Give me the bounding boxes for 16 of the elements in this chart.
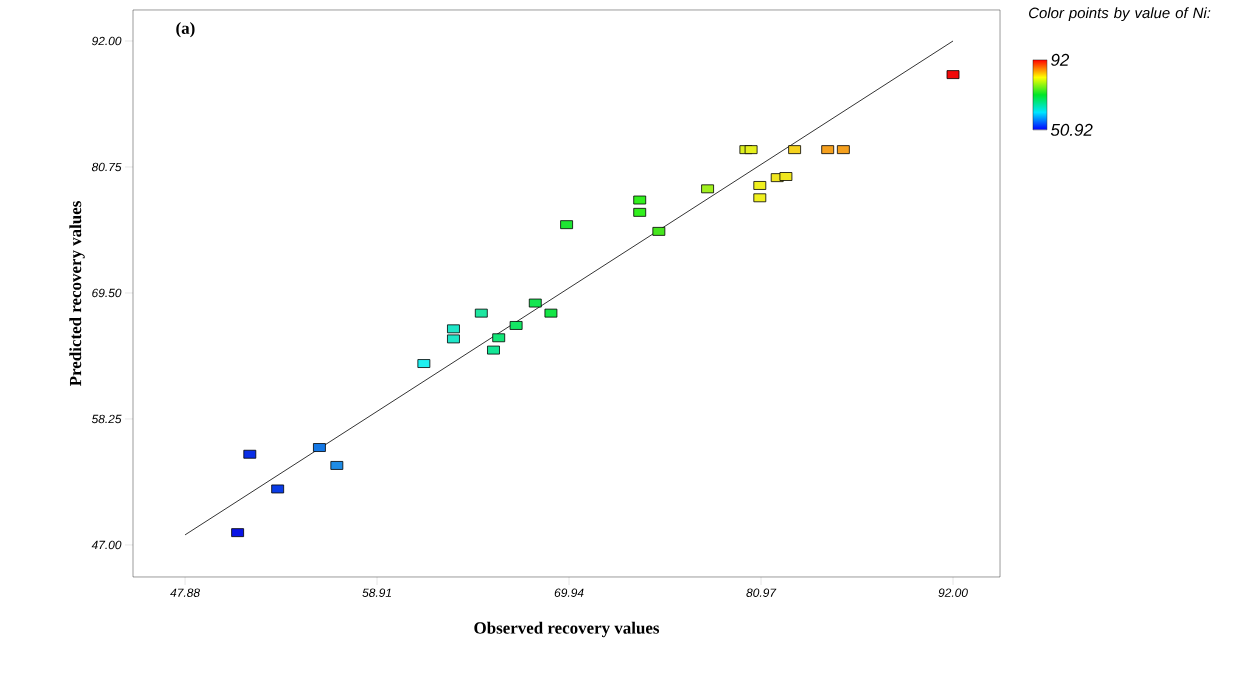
y-tick-label: 92.00	[91, 36, 122, 46]
x-tick-label: 47.88	[170, 588, 200, 597]
x-axis-title: Observed recovery values	[474, 621, 660, 638]
x-tick-label: 69.94	[554, 588, 584, 597]
y-axis-title: Predicted recovery values	[69, 201, 85, 386]
y-tick-label: 47.00	[91, 540, 122, 550]
color-bar-label: 50.92	[1050, 123, 1093, 136]
y-tick-label: 69.50	[92, 288, 122, 298]
y-tick-label: 58.25	[91, 414, 122, 424]
color-bar-label: 92	[1051, 53, 1070, 66]
annotation: (a)	[176, 22, 195, 38]
color-bar-title: Color points by value of Ni:	[1029, 7, 1211, 22]
x-tick-label: 92.00	[938, 588, 968, 597]
x-tick-label: 80.97	[746, 588, 777, 597]
x-tick-label: 58.91	[362, 588, 391, 597]
y-tick-label: 80.75	[91, 162, 122, 172]
